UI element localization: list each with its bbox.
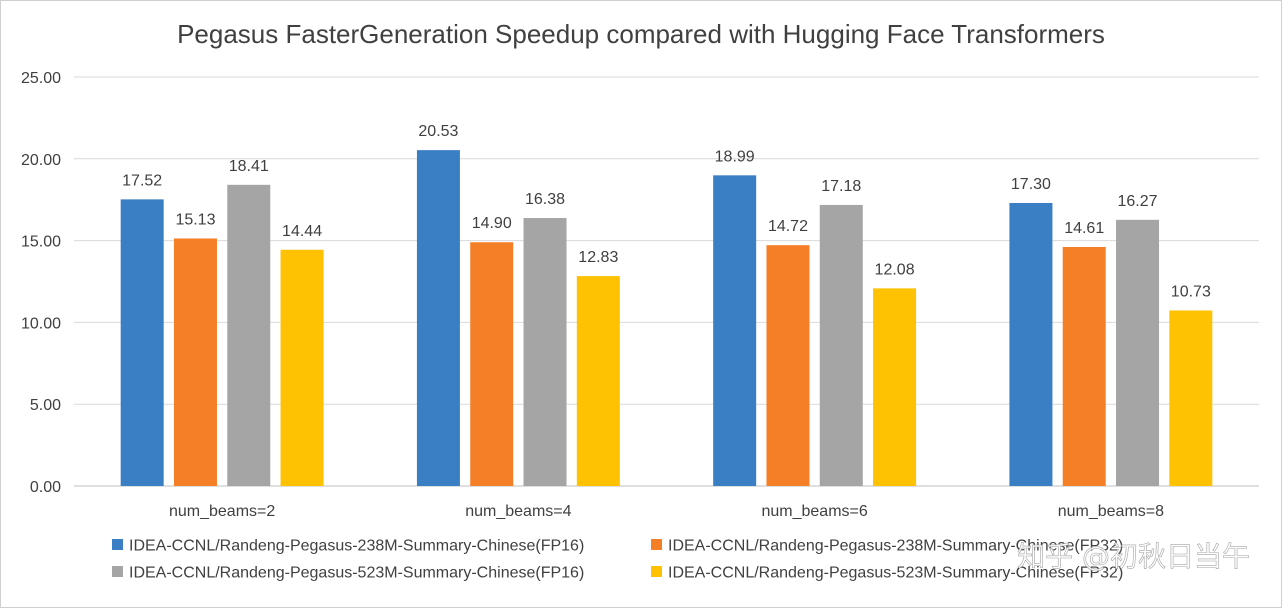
data-label: 14.44 — [282, 223, 322, 240]
data-label: 14.90 — [472, 215, 512, 232]
y-tick-label: 15.00 — [21, 234, 61, 251]
legend-swatch — [112, 539, 123, 550]
bar — [873, 288, 917, 486]
y-tick-label: 10.00 — [21, 315, 61, 332]
x-category-label: num_beams=6 — [761, 503, 867, 520]
x-category-label: num_beams=2 — [169, 503, 275, 520]
data-label: 17.52 — [122, 172, 162, 189]
y-tick-label: 5.00 — [30, 397, 61, 414]
data-label: 16.38 — [525, 191, 565, 208]
data-label: 17.30 — [1011, 176, 1051, 193]
bar — [766, 245, 810, 486]
chart-title: Pegasus FasterGeneration Speedup compare… — [177, 19, 1105, 49]
bar — [227, 184, 271, 487]
legend-swatch — [651, 539, 662, 550]
bar — [713, 175, 757, 486]
bar — [1062, 246, 1106, 486]
bar — [576, 276, 620, 486]
x-category-label: num_beams=4 — [465, 503, 571, 520]
data-label: 18.99 — [715, 148, 755, 165]
x-category-label: num_beams=8 — [1058, 503, 1164, 520]
bar — [1169, 310, 1213, 486]
legend-label: IDEA-CCNL/Randeng-Pegasus-523M-Summary-C… — [129, 565, 584, 582]
data-label: 12.83 — [578, 249, 618, 266]
bar — [1009, 202, 1053, 487]
bar — [523, 218, 567, 486]
bar — [173, 238, 217, 486]
data-label: 10.73 — [1171, 283, 1211, 300]
legend-swatch — [651, 566, 662, 577]
data-label: 14.72 — [768, 218, 808, 235]
y-tick-label: 25.00 — [21, 70, 61, 87]
bar — [1116, 219, 1160, 486]
bar — [416, 150, 460, 486]
data-label: 12.08 — [875, 261, 915, 278]
legend-swatch — [112, 566, 123, 577]
data-label: 17.18 — [821, 178, 861, 195]
data-label: 15.13 — [175, 211, 215, 228]
watermark-text: 知乎 @初秋日当午 — [1017, 540, 1250, 573]
bar — [280, 249, 324, 486]
data-label: 16.27 — [1118, 193, 1158, 210]
bar — [819, 204, 863, 487]
y-tick-label: 0.00 — [30, 479, 61, 496]
data-label: 18.41 — [229, 158, 269, 175]
data-label: 14.61 — [1064, 220, 1104, 237]
legend-label: IDEA-CCNL/Randeng-Pegasus-238M-Summary-C… — [129, 538, 584, 555]
legend-label: IDEA-CCNL/Randeng-Pegasus-238M-Summary-C… — [668, 538, 1123, 555]
bar — [470, 242, 514, 486]
bar — [120, 199, 164, 486]
y-tick-label: 20.00 — [21, 152, 61, 169]
data-label: 20.53 — [418, 123, 458, 140]
legend-label: IDEA-CCNL/Randeng-Pegasus-523M-Summary-C… — [668, 565, 1123, 582]
